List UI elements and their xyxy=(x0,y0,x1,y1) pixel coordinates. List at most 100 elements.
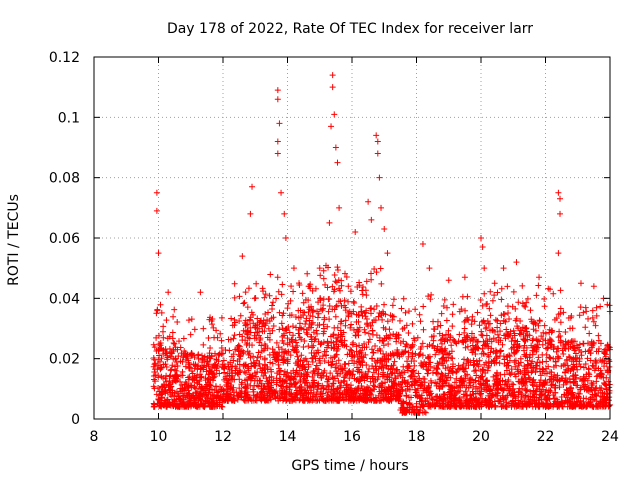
data-point xyxy=(210,324,217,331)
data-point xyxy=(153,348,160,355)
data-point xyxy=(172,403,179,410)
data-point xyxy=(320,369,327,376)
data-point xyxy=(473,344,480,351)
data-point xyxy=(409,368,416,375)
data-point xyxy=(437,337,444,344)
data-point xyxy=(477,367,484,374)
data-point xyxy=(391,358,398,365)
data-point xyxy=(491,328,498,335)
data-point xyxy=(373,303,380,310)
data-point xyxy=(572,372,579,379)
data-point xyxy=(255,349,262,356)
data-point xyxy=(529,368,536,375)
data-point xyxy=(476,357,483,364)
data-point xyxy=(500,265,507,272)
data-point xyxy=(278,189,285,196)
data-point xyxy=(585,348,592,355)
data-point xyxy=(506,315,513,322)
data-point xyxy=(350,367,357,374)
data-point xyxy=(235,347,242,354)
x-tick-label: 10 xyxy=(150,429,168,445)
data-point xyxy=(281,210,288,217)
data-point xyxy=(516,330,523,337)
data-point xyxy=(298,352,305,359)
data-point xyxy=(492,347,499,354)
data-point xyxy=(253,280,260,287)
data-point xyxy=(346,396,353,403)
data-point xyxy=(265,309,272,316)
data-point xyxy=(518,390,525,397)
data-point xyxy=(424,370,431,377)
data-point xyxy=(487,327,494,334)
data-point xyxy=(484,367,491,374)
data-point xyxy=(498,385,505,392)
data-point xyxy=(220,387,227,394)
data-point xyxy=(462,372,469,379)
data-point xyxy=(587,357,594,364)
data-point xyxy=(458,379,465,386)
data-point xyxy=(328,361,335,368)
data-point xyxy=(493,372,500,379)
data-point xyxy=(366,365,373,372)
data-point xyxy=(200,325,207,332)
data-point xyxy=(559,375,566,382)
data-point xyxy=(422,398,429,405)
data-point xyxy=(265,325,272,332)
data-point xyxy=(312,285,319,292)
data-point xyxy=(340,396,347,403)
data-point xyxy=(301,337,308,344)
data-point xyxy=(321,328,328,335)
data-point xyxy=(337,287,344,294)
data-point xyxy=(309,319,316,326)
data-point xyxy=(307,389,314,396)
data-point xyxy=(381,225,388,232)
data-point xyxy=(398,400,405,407)
data-point xyxy=(500,396,507,403)
data-point xyxy=(538,333,545,340)
data-point xyxy=(250,397,257,404)
data-point xyxy=(330,288,337,295)
data-point xyxy=(545,363,552,370)
data-point xyxy=(359,385,366,392)
data-point xyxy=(601,349,608,356)
data-point xyxy=(367,305,374,312)
data-point xyxy=(501,311,508,318)
data-point xyxy=(387,366,394,373)
data-point xyxy=(344,351,351,358)
data-point xyxy=(429,369,436,376)
data-point xyxy=(503,326,510,333)
data-point xyxy=(296,280,303,287)
data-point xyxy=(455,338,462,345)
data-point xyxy=(280,310,287,317)
data-point xyxy=(482,359,489,366)
data-point xyxy=(520,336,527,343)
data-point xyxy=(176,338,183,345)
data-point xyxy=(274,274,281,281)
data-point xyxy=(444,394,451,401)
data-point xyxy=(602,395,609,402)
data-point xyxy=(480,318,487,325)
data-point xyxy=(436,376,443,383)
data-point xyxy=(604,390,611,397)
data-point xyxy=(411,358,418,365)
data-point xyxy=(328,362,335,369)
data-point xyxy=(528,316,535,323)
data-point xyxy=(313,389,320,396)
data-point xyxy=(160,323,167,330)
data-point xyxy=(543,402,550,409)
data-point xyxy=(517,368,524,375)
data-point xyxy=(533,362,540,369)
data-point xyxy=(461,329,468,336)
data-point xyxy=(324,389,331,396)
data-point xyxy=(279,378,286,385)
data-point xyxy=(494,317,501,324)
data-point xyxy=(213,367,220,374)
data-point xyxy=(440,398,447,405)
data-point xyxy=(191,383,198,390)
data-point xyxy=(188,316,195,323)
data-point xyxy=(555,189,562,196)
data-point xyxy=(490,357,497,364)
data-point xyxy=(508,369,515,376)
data-point xyxy=(337,362,344,369)
y-tick-label: 0.12 xyxy=(49,50,80,66)
